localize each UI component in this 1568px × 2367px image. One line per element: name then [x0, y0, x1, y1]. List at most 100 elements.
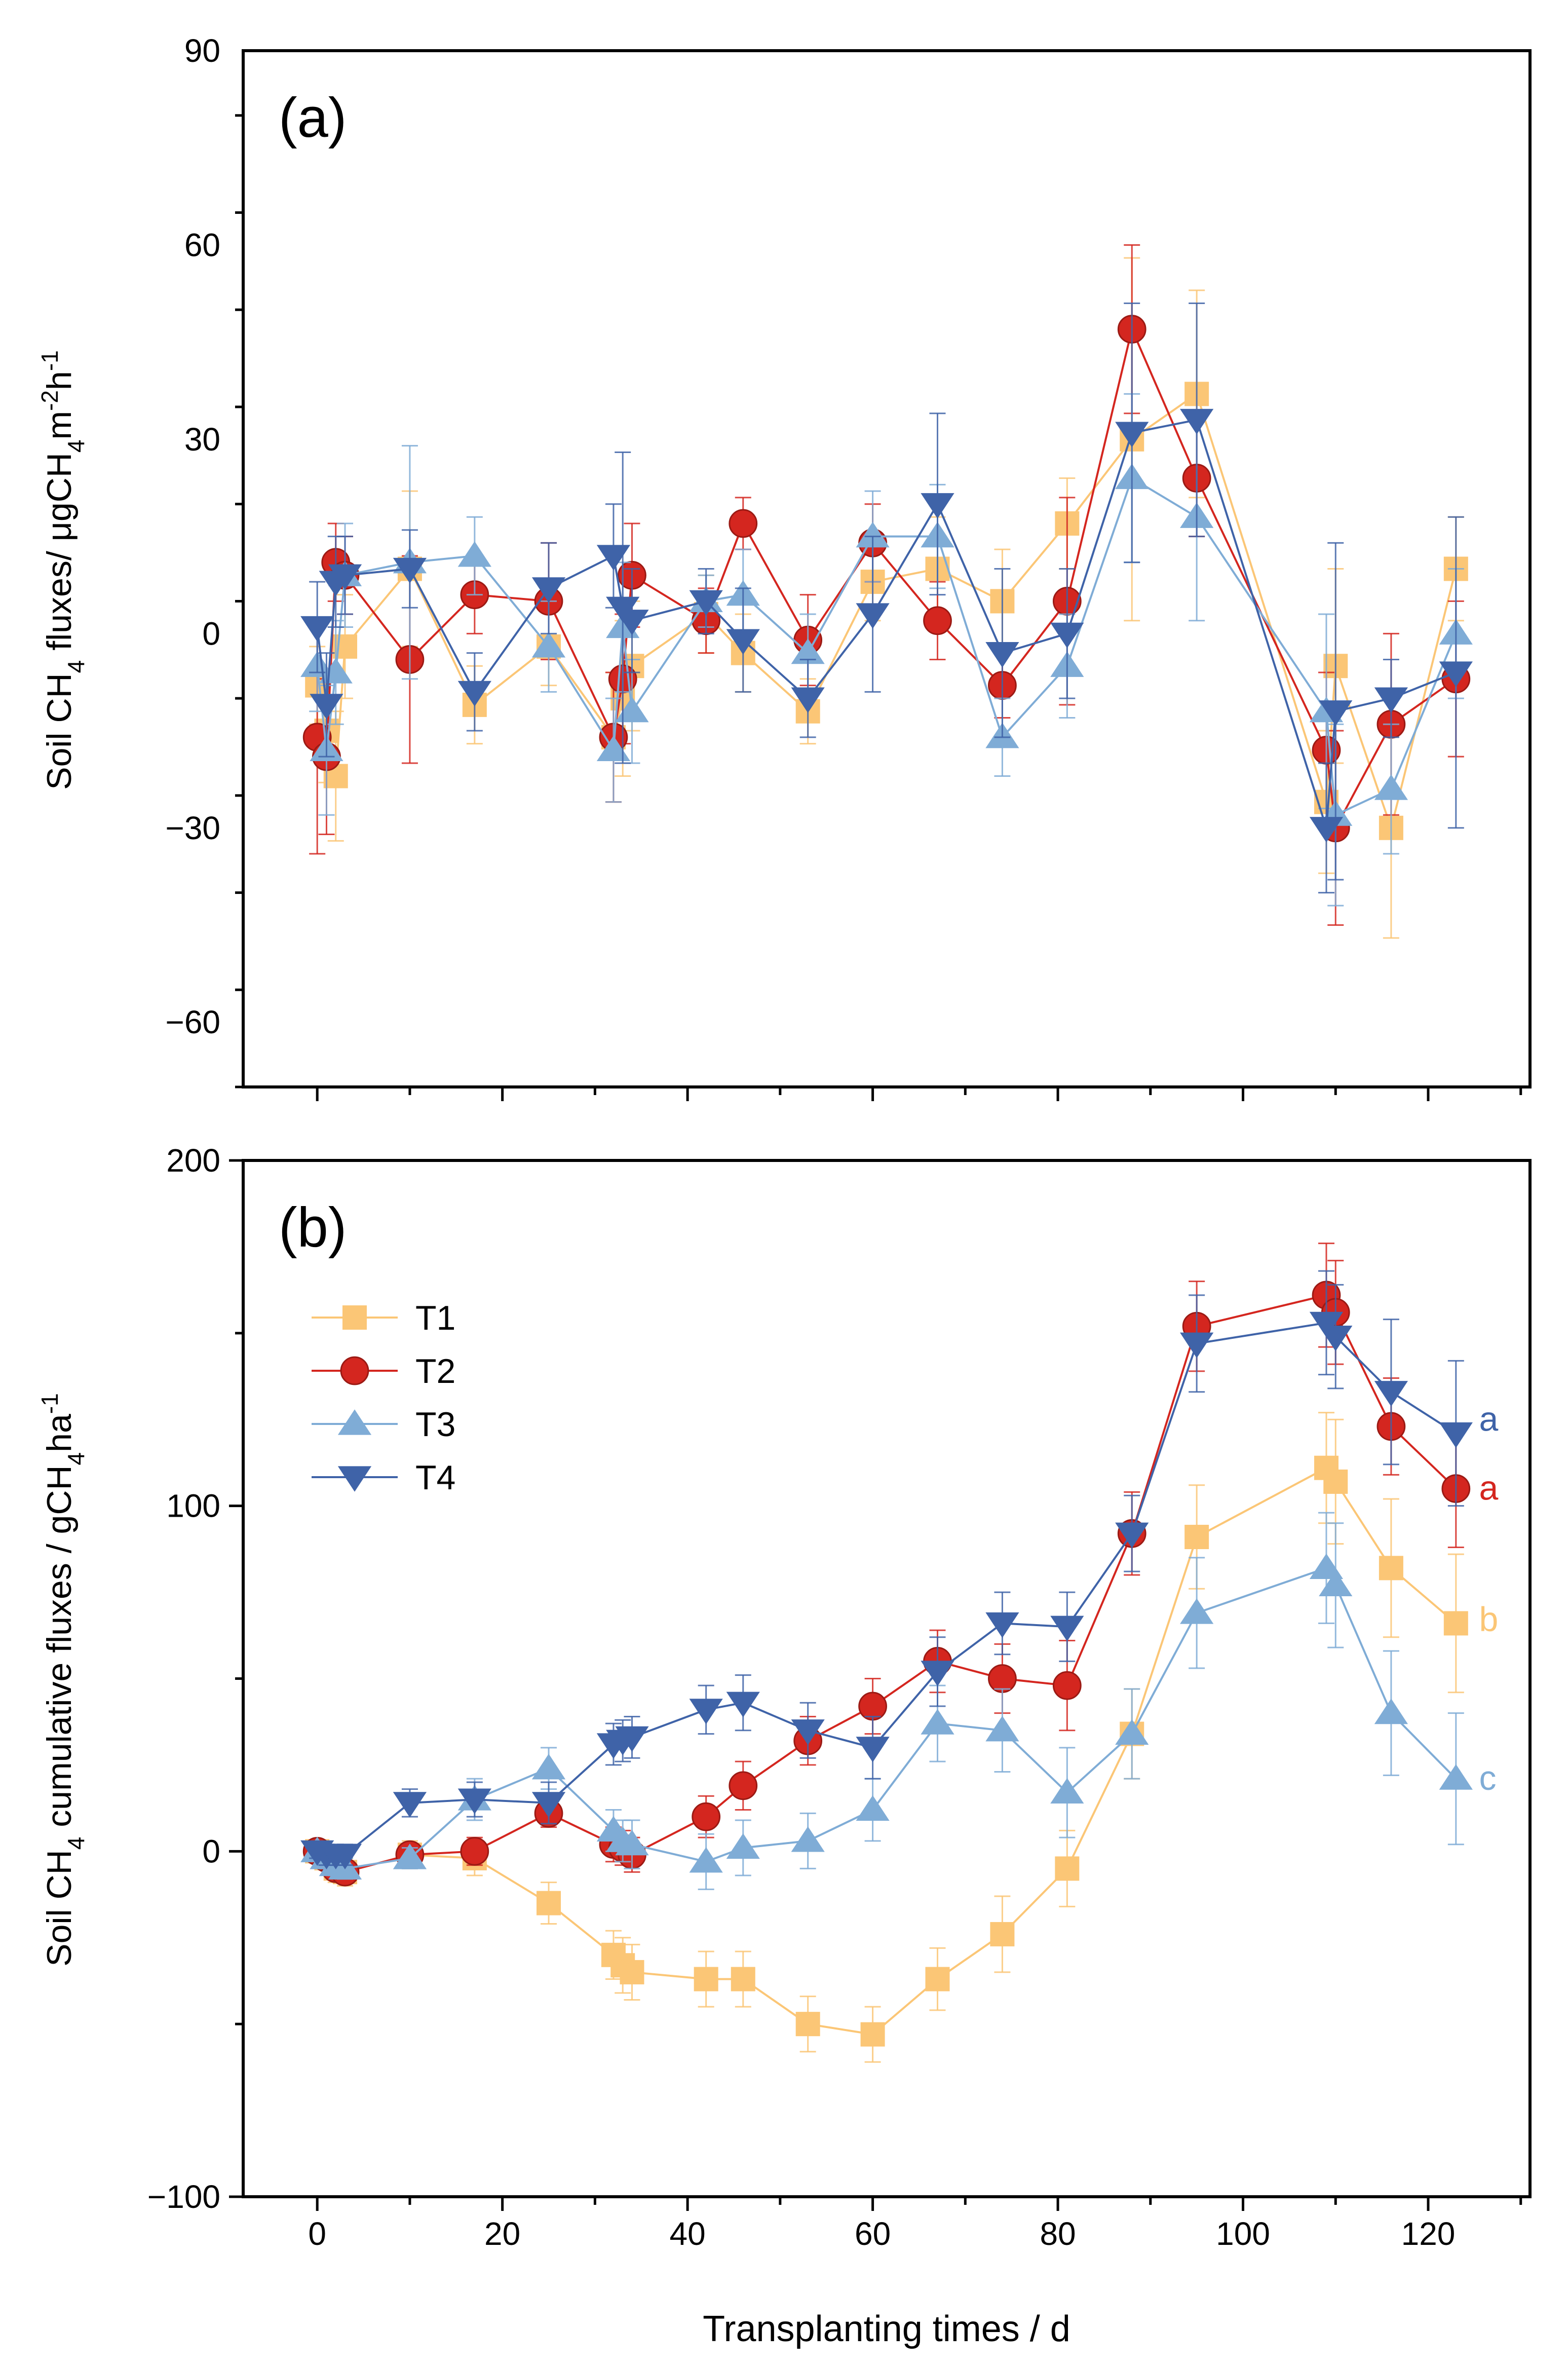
panel-a-x-ticks [316, 1087, 1522, 1101]
data-point-t4 [328, 1844, 362, 1869]
panel-a: (a) −60 −30 0 30 60 90 Soil CH4 fluxes/ μgCH4… [36, 32, 1532, 1101]
data-point-t2 [460, 1836, 489, 1866]
legend-label: T2 [415, 1352, 455, 1391]
y-tick-label: 200 [166, 1142, 220, 1179]
x-tick-label: 120 [1401, 2215, 1456, 2252]
legend-label: T3 [415, 1405, 455, 1444]
data-point-t4 [1439, 1422, 1473, 1448]
panel-a-frame [242, 49, 1532, 1088]
panel-b-y-axis-label: Soil CH4 cumulative fluxes / gCH4ha-1 [36, 1393, 89, 1966]
data-point-t1 [620, 1960, 644, 1984]
series-t2 [302, 244, 1471, 926]
data-point-t3 [615, 1829, 649, 1856]
y-tick-label: −100 [147, 2178, 220, 2215]
panel-b-series [300, 1243, 1473, 2063]
y-tick-label: 0 [202, 615, 220, 652]
significance-letter: b [1479, 1600, 1498, 1639]
data-point-t4 [1180, 1332, 1214, 1359]
data-point-t3 [531, 1753, 566, 1780]
panel-b-significance-letters: aa b c [1479, 1400, 1498, 1797]
data-point-t4 [531, 1792, 566, 1818]
data-point-t3 [393, 1844, 427, 1869]
legend-marker [342, 1305, 367, 1330]
data-point-t3 [1050, 1778, 1084, 1804]
data-point-t1 [1443, 1611, 1468, 1636]
data-point-t4 [1439, 661, 1473, 687]
series-line-t1 [316, 392, 1457, 832]
x-tick-label: 0 [308, 2215, 326, 2252]
data-point-t1 [1055, 1856, 1080, 1881]
legend-item-t3: T3 [312, 1405, 455, 1444]
legend-item-t2: T2 [312, 1352, 455, 1391]
y-tick-label: −30 [165, 810, 220, 846]
y-tick-label: 0 [202, 1833, 220, 1869]
panel-a-y-ticks: −60 −30 0 30 60 90 [165, 32, 243, 1088]
series-t4 [300, 302, 1473, 894]
data-point-t3 [856, 1795, 890, 1821]
data-point-t2 [1052, 1671, 1082, 1700]
data-point-t4 [726, 629, 760, 655]
data-point-t1 [537, 1891, 561, 1915]
legend-label: T1 [415, 1299, 455, 1337]
data-point-t1 [990, 1922, 1015, 1946]
data-point-t2 [729, 1771, 758, 1800]
data-point-t3 [615, 696, 649, 723]
data-point-t3 [985, 1715, 1019, 1742]
data-point-t4 [1309, 1311, 1344, 1338]
y-tick-label: 60 [184, 227, 220, 263]
panel-a-series [300, 244, 1473, 939]
data-point-t4 [310, 694, 343, 720]
legend-marker [337, 1466, 372, 1492]
series-line-t2 [316, 1294, 1457, 1873]
data-point-t1 [694, 1967, 718, 1992]
data-point-t3 [531, 632, 566, 658]
data-point-t4 [300, 616, 334, 642]
series-line-t4 [316, 419, 1457, 829]
data-point-t2 [988, 1664, 1017, 1693]
legend-marker [340, 1356, 369, 1385]
data-point-t4 [1115, 422, 1149, 447]
data-point-t3 [791, 1826, 825, 1852]
data-point-t4 [1050, 1615, 1084, 1642]
data-point-t2 [692, 1802, 721, 1831]
data-point-t4 [1050, 622, 1084, 649]
data-point-t3 [1439, 1764, 1473, 1790]
y-tick-label: −60 [165, 1004, 220, 1040]
data-point-t4 [791, 687, 825, 713]
x-tick-label: 60 [855, 2215, 891, 2252]
data-point-t4 [1115, 1522, 1149, 1548]
x-tick-label: 80 [1040, 2215, 1076, 2252]
panel-a-y-axis-label: Soil CH4 fluxes/ μgCH4m-2h-1 [36, 350, 89, 790]
x-tick-label: 20 [484, 2215, 520, 2252]
data-point-t3 [319, 658, 353, 684]
data-point-t4 [615, 610, 649, 635]
data-point-t3 [1180, 1598, 1214, 1624]
data-point-t2 [923, 606, 952, 635]
data-point-t4 [921, 493, 954, 519]
panel-a-label: (a) [279, 87, 347, 149]
panel-b-x-ticks: 0 20 40 60 80 100 120 [308, 2197, 1522, 2252]
legend-item-t1: T1 [312, 1299, 455, 1337]
panel-b-label: (b) [279, 1196, 347, 1259]
data-point-t4 [328, 564, 362, 590]
data-point-t4 [985, 1612, 1019, 1638]
series-line-t1 [316, 1467, 1457, 2036]
series-t3 [300, 1512, 1473, 1890]
x-tick-label: 100 [1216, 2215, 1270, 2252]
data-point-t3 [856, 521, 890, 548]
data-point-t1 [795, 2012, 820, 2037]
series-t4 [300, 1270, 1473, 1869]
panel-b-y-ticks: −100 0 100 200 [147, 1142, 243, 2215]
legend-marker [337, 1409, 372, 1435]
data-point-t4 [615, 1726, 649, 1752]
series-line-t4 [317, 1322, 1457, 1856]
data-point-t4 [726, 1692, 760, 1718]
data-point-t1 [860, 2022, 885, 2047]
data-point-t4 [606, 596, 640, 622]
x-axis-label: Transplanting times / d [703, 2309, 1070, 2349]
series-line-t3 [316, 476, 1457, 817]
series-line-t3 [316, 1566, 1457, 1870]
x-tick-label: 40 [670, 2215, 706, 2252]
